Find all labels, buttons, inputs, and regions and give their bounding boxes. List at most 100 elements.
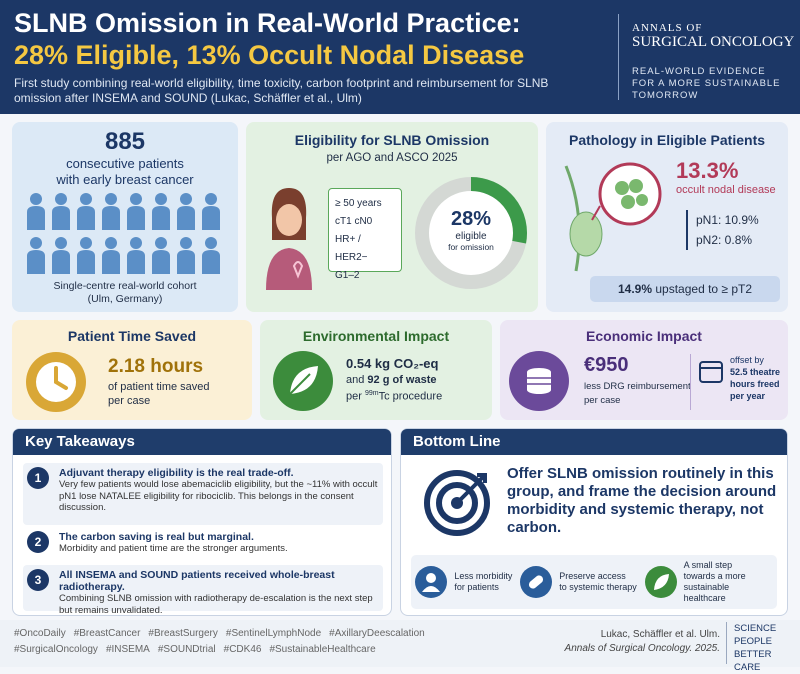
stage: pN1: 10.9% [696, 213, 759, 227]
target-icon [424, 470, 490, 536]
benefit-icon [644, 566, 677, 598]
person-body [127, 206, 145, 230]
bottom-line-card: Bottom Line Offer SLNB omission routinel… [400, 428, 788, 616]
offset: offset by 52.5 theatre hours freed per y… [730, 354, 780, 402]
title-highlight: 28% Eligible, 13% Occult Nodal Disease [14, 40, 525, 70]
section-title: Key Takeaways [13, 429, 391, 455]
benefit-icon [520, 566, 553, 598]
rate: 13.3% [676, 158, 739, 183]
hashtag: #BreastCancer [73, 628, 141, 639]
citation-line: Annals of Surgical Oncology. 2025. [564, 643, 720, 654]
person-icon [77, 193, 95, 230]
benefit-line: towards a more sustainable healthcare [683, 571, 746, 603]
card-subtitle: per AGO and ASCO 2025 [326, 152, 458, 164]
hashtag: #INSEMA [105, 644, 150, 655]
person-head [155, 237, 167, 249]
tagline: REAL-WORLD EVIDENCE FOR A MORE SUSTAINAB… [632, 66, 781, 102]
stage-list: pN1: 10.9% pN2: 0.8% [686, 210, 759, 250]
person-head [205, 193, 217, 205]
person-icon [77, 237, 95, 274]
takeaway: 2 The carbon saving is real but marginal… [23, 525, 383, 565]
takeaway-number: 1 [27, 467, 49, 489]
offset-line: per year [730, 391, 766, 401]
person-head [105, 237, 117, 249]
divider [690, 354, 691, 410]
person-body [27, 206, 45, 230]
person-icon [152, 193, 170, 230]
takeaway-heading: All INSEMA and SOUND patients received w… [59, 569, 335, 593]
person-icon [102, 237, 120, 274]
waste-value: 92 g of waste [367, 374, 437, 386]
person-body [127, 250, 145, 274]
section-title: Bottom Line [401, 429, 787, 455]
coins-icon [509, 351, 569, 411]
takeaway-heading: The carbon saving is real but marginal. [59, 531, 254, 543]
donut [415, 177, 527, 289]
person-icon [127, 237, 145, 274]
benefit-line: to systemic therapy [559, 582, 637, 592]
cohort-card: 885 consecutive patients with early brea… [12, 122, 238, 312]
person-body [77, 206, 95, 230]
criterion: G1–2 [335, 270, 360, 281]
takeaway: 1 Adjuvant therapy eligibility is the re… [23, 463, 383, 525]
offset-line: 52.5 theatre [730, 367, 781, 377]
donut-arc [470, 177, 527, 244]
note-line: Single-centre real-world cohort [53, 280, 197, 292]
economic-card: Economic Impact €950 less DRG reimbursem… [500, 320, 788, 420]
time-line: of patient time saved [108, 381, 210, 393]
person-head [205, 237, 217, 249]
patient-icon [266, 188, 312, 290]
card-title: Eligibility for SLNB Omission [294, 132, 490, 148]
upstage-box: 14.9% upstaged to ≥ pT2 [590, 276, 780, 302]
journal-line: Annals of [632, 22, 703, 34]
note-line: (Ulm, Germany) [87, 293, 163, 305]
procedure: per 99mTc procedure [346, 390, 442, 403]
slogan-line: BETTER CARE [734, 649, 772, 673]
person-head [180, 193, 192, 205]
environment-card: Environmental Impact 0.54 kg CO₂-eq and … [260, 320, 492, 420]
person-head [80, 237, 92, 249]
person-icon [127, 193, 145, 230]
person-body [77, 250, 95, 274]
tagline-line: REAL-WORLD EVIDENCE [632, 66, 766, 77]
divider [726, 622, 727, 664]
bottom-line-message: Offer SLNB omission routinely in this gr… [507, 465, 777, 536]
upstage-value: 14.9% [617, 282, 653, 296]
person-icon [202, 193, 220, 230]
divider [618, 14, 619, 100]
person-icon [27, 237, 45, 274]
waste: and 92 g of waste [346, 374, 437, 386]
hashtags: #OncoDaily #BreastCancer #BreastSurgery #Se… [14, 626, 444, 658]
citation: Lukac, Schäffler et al. Ulm. Annals of S… [560, 628, 720, 656]
person-head [55, 237, 67, 249]
criterion: HR+ / HER2− [335, 234, 368, 263]
citation-line: Lukac, Schäffler et al. Ulm. [600, 629, 720, 640]
economic-line: per case [584, 395, 621, 406]
benefit-icon [415, 566, 448, 598]
card-title: Environmental Impact [302, 328, 450, 344]
time-value: 2.18 hours [108, 356, 204, 377]
takeaways-card: Key Takeaways 1 Adjuvant therapy eligibi… [12, 428, 392, 616]
takeaway-number: 2 [27, 531, 49, 553]
card-title: Economic Impact [586, 328, 702, 344]
person-head [80, 193, 92, 205]
benefits: Less morbidity for patients Preserve acce… [411, 555, 777, 609]
economic-value: €950 [584, 354, 629, 376]
hashtag: #BreastSurgery [148, 628, 218, 639]
stage: pN2: 0.8% [696, 233, 753, 247]
footer: #OncoDaily #BreastCancer #BreastSurgery #Se… [0, 620, 800, 673]
and: and [346, 374, 365, 386]
benefit-text: Less morbidity for patients [454, 571, 512, 593]
economic-line: less DRG reimbursement [584, 381, 691, 392]
cohort-text: consecutive patients with early breast c… [12, 156, 238, 188]
journal: Annals of Surgical Oncology [632, 22, 794, 51]
donut-label: 28% eligible for omission [412, 208, 530, 252]
takeaway-number: 3 [27, 569, 49, 591]
co2-value: 0.54 kg CO₂-eq [346, 356, 439, 371]
takeaway-list: 1 Adjuvant therapy eligibility is the re… [23, 463, 383, 616]
benefit: Less morbidity for patients [414, 565, 512, 599]
people-icons [27, 193, 220, 274]
person-body [102, 206, 120, 230]
person-icon [102, 193, 120, 230]
